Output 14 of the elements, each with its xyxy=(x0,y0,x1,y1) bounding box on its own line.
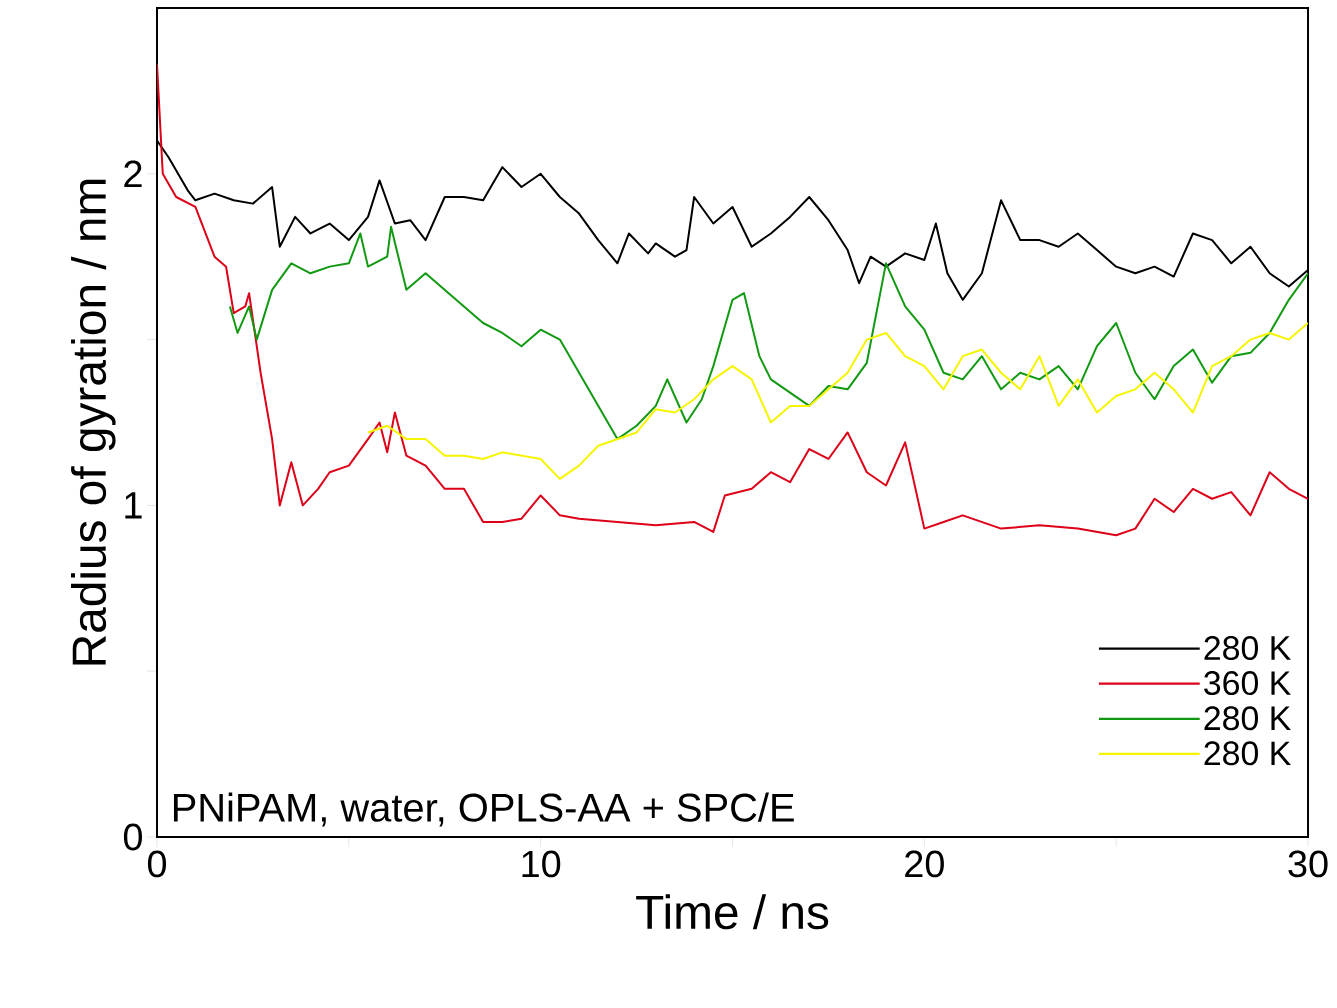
x-tick-label: 0 xyxy=(147,850,167,878)
x-tick-label: 20 xyxy=(905,850,944,878)
legend-label: 360 K xyxy=(1204,671,1291,696)
x-tick-label: 10 xyxy=(522,850,561,878)
annotation: PNiPAM, water, OPLS-AA + SPC/E xyxy=(173,792,794,827)
y-tick-label: 1 xyxy=(125,492,142,519)
y-tick-label: 2 xyxy=(124,160,142,187)
x-tick-label: 30 xyxy=(1288,850,1328,878)
y-axis-title: Radius of gyration / nm xyxy=(71,179,116,665)
legend-label: 280 K xyxy=(1204,706,1291,731)
y-tick-label: 0 xyxy=(123,823,143,851)
legend-label: 280 K xyxy=(1204,636,1291,660)
x-axis-title: Time / ns xyxy=(636,894,829,930)
legend-label: 280 K xyxy=(1204,741,1291,766)
